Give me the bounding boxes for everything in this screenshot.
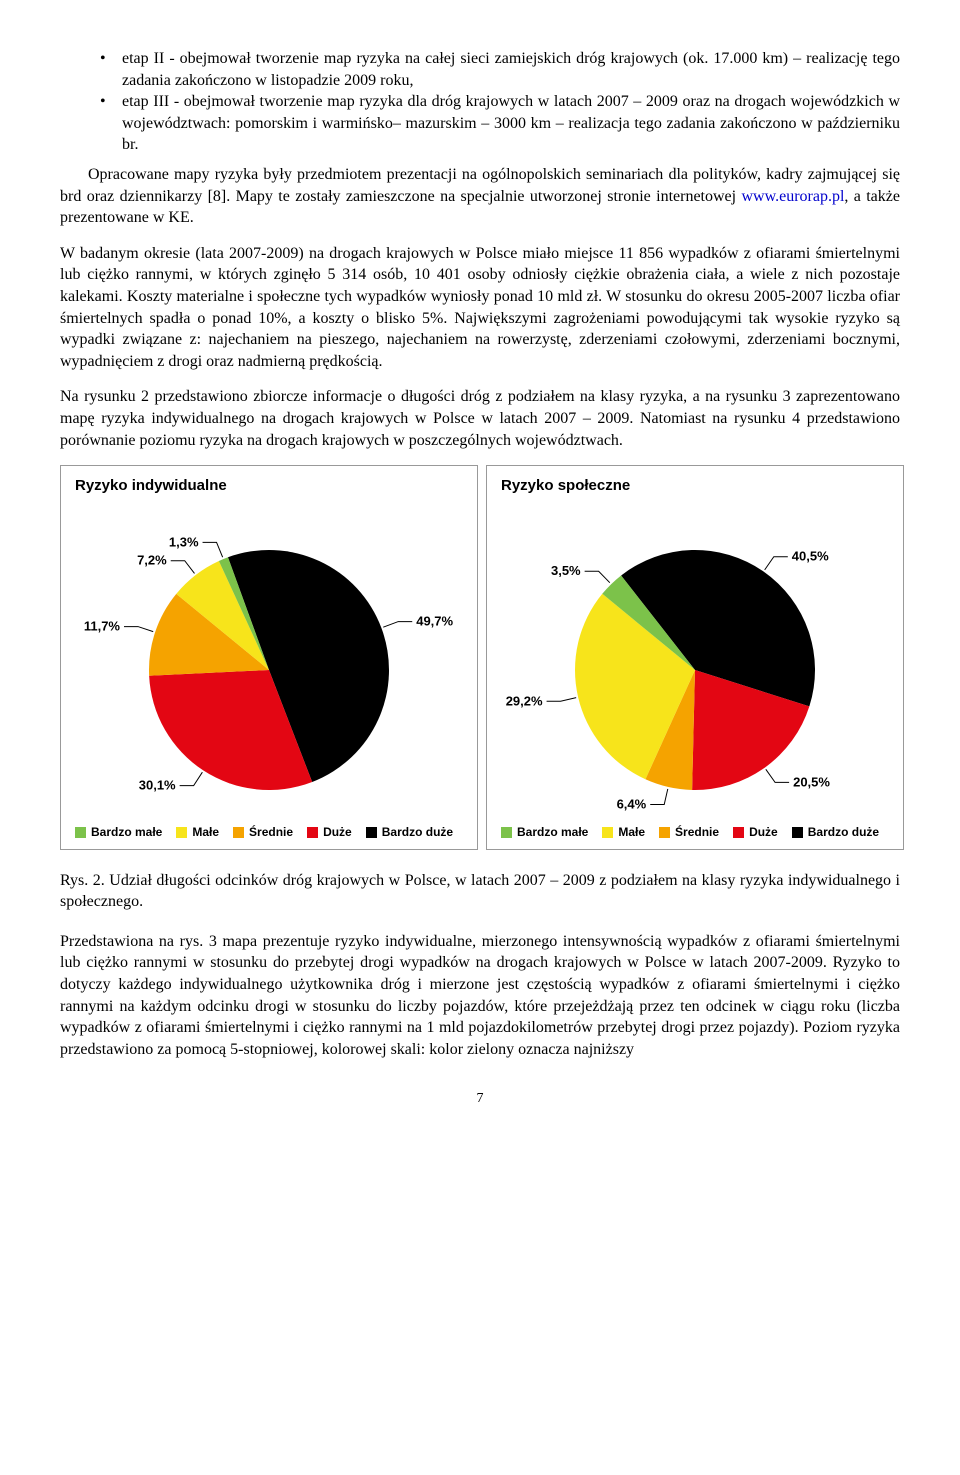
pie-slice-label: 7,2% xyxy=(137,553,167,568)
legend-label: Bardzo małe xyxy=(91,824,162,840)
legend-swatch xyxy=(307,827,318,838)
paragraph-map-description: Przedstawiona na rys. 3 mapa prezentuje … xyxy=(60,931,900,1061)
legend-label: Bardzo małe xyxy=(517,824,588,840)
legend-label: Małe xyxy=(192,824,219,840)
page-number: 7 xyxy=(60,1090,900,1109)
legend-item: Średnie xyxy=(233,824,293,840)
pie-chart-svg: 40,5% 20,5% 6,4% 29,2% 3,5% xyxy=(495,500,895,820)
pie-slice-label: 20,5% xyxy=(793,775,830,790)
legend-swatch xyxy=(792,827,803,838)
legend-item: Bardzo duże xyxy=(366,824,453,840)
legend-swatch xyxy=(366,827,377,838)
pie-container: 49,7% 30,1% 11,7% 7,2%1,3% xyxy=(69,500,469,820)
bullet-item: etap III - obejmował tworzenie map ryzyk… xyxy=(100,91,900,156)
paragraph-stats: W badanym okresie (lata 2007-2009) na dr… xyxy=(60,243,900,373)
pie-slice-label: 6,4% xyxy=(617,797,647,812)
legend-swatch xyxy=(233,827,244,838)
legend-item: Średnie xyxy=(659,824,719,840)
chart-legend: Bardzo małe Małe Średnie Duże Bardzo duże xyxy=(69,820,469,842)
pie-slice-label: 3,5% xyxy=(551,564,581,579)
legend-item: Bardzo małe xyxy=(75,824,162,840)
legend-label: Bardzo duże xyxy=(382,824,453,840)
pie-slice-label: 49,7% xyxy=(416,614,453,629)
legend-label: Duże xyxy=(323,824,352,840)
legend-item: Duże xyxy=(307,824,352,840)
bullet-list: etap II - obejmował tworzenie map ryzyka… xyxy=(60,48,900,156)
legend-swatch xyxy=(733,827,744,838)
legend-item: Bardzo duże xyxy=(792,824,879,840)
chart-legend: Bardzo małe Małe Średnie Duże Bardzo duże xyxy=(495,820,895,842)
pie-container: 40,5% 20,5% 6,4% 29,2% 3,5% xyxy=(495,500,895,820)
chart-panel-individual: Ryzyko indywidualne 49,7% 30,1% 11,7% 7,2%1… xyxy=(60,465,478,849)
chart-title: Ryzyko indywidualne xyxy=(75,476,469,496)
eurorap-link[interactable]: www.eurorap.pl xyxy=(741,188,844,205)
legend-label: Średnie xyxy=(675,824,719,840)
legend-swatch xyxy=(501,827,512,838)
figure-caption: Rys. 2. Udział długości odcinków dróg kr… xyxy=(60,870,900,913)
chart-title: Ryzyko społeczne xyxy=(501,476,895,496)
legend-swatch xyxy=(75,827,86,838)
legend-label: Małe xyxy=(618,824,645,840)
legend-item: Małe xyxy=(176,824,219,840)
legend-swatch xyxy=(602,827,613,838)
pie-slice-label: 11,7% xyxy=(84,619,121,634)
pie-chart-svg: 49,7% 30,1% 11,7% 7,2%1,3% xyxy=(69,500,469,820)
legend-label: Duże xyxy=(749,824,778,840)
pie-slice-label: 40,5% xyxy=(792,549,829,564)
charts-row: Ryzyko indywidualne 49,7% 30,1% 11,7% 7,2%1… xyxy=(60,465,900,849)
legend-item: Duże xyxy=(733,824,778,840)
legend-swatch xyxy=(659,827,670,838)
legend-item: Bardzo małe xyxy=(501,824,588,840)
pie-slice-label: 29,2% xyxy=(506,694,543,709)
bullet-item: etap II - obejmował tworzenie map ryzyka… xyxy=(100,48,900,91)
paragraph-figures-intro: Na rysunku 2 przedstawiono zbiorcze info… xyxy=(60,386,900,451)
legend-item: Małe xyxy=(602,824,645,840)
paragraph-seminars: Opracowane mapy ryzyka były przedmiotem … xyxy=(60,164,900,229)
chart-panel-social: Ryzyko społeczne 40,5% 20,5% 6,4% 29,2% 3,5%… xyxy=(486,465,904,849)
pie-slice-label: 30,1% xyxy=(139,778,176,793)
legend-label: Bardzo duże xyxy=(808,824,879,840)
pie-slice-label: 1,3% xyxy=(169,535,199,550)
legend-swatch xyxy=(176,827,187,838)
legend-label: Średnie xyxy=(249,824,293,840)
